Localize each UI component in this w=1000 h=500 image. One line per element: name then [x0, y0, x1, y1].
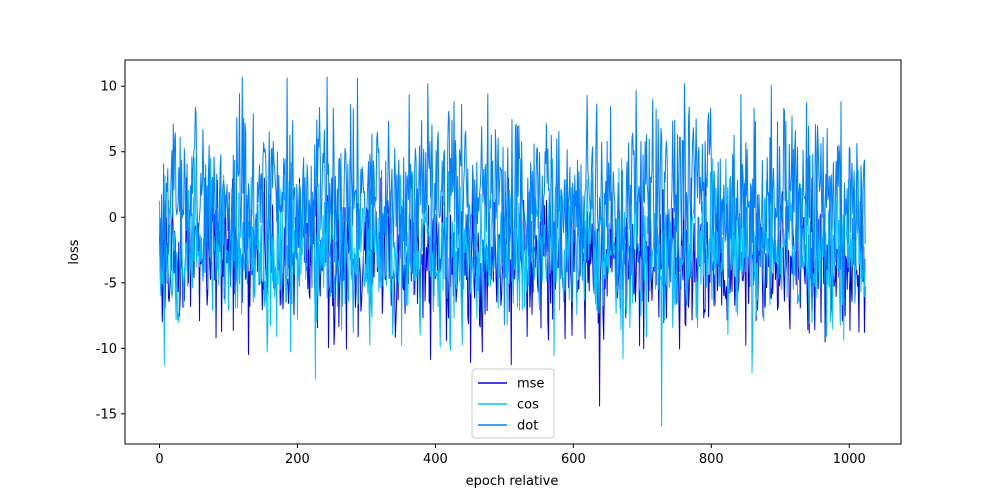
x-tick-label: 800: [699, 452, 724, 467]
series-layer: [158, 76, 866, 427]
plot-area: [124, 59, 902, 445]
y-tick-label: 10: [100, 80, 117, 95]
x-axis-label: epoch relative: [466, 474, 559, 489]
legend-label-cos: cos: [517, 398, 539, 413]
x-axis: 0 200 400 600 800 1000: [155, 444, 866, 467]
legend-label-mse: mse: [517, 377, 544, 392]
y-tick-label: -15: [96, 407, 117, 422]
plot-frame: [124, 59, 902, 445]
y-axis-label: loss: [67, 239, 82, 264]
x-tick-label: 400: [423, 452, 448, 467]
y-tick-label: 5: [109, 145, 117, 160]
series-line-dot: [158, 76, 866, 326]
x-tick-label: 1000: [833, 452, 866, 467]
y-axis: -15 -10 -5 0 5 10: [96, 80, 125, 422]
y-tick-label: 0: [109, 211, 117, 226]
legend-label-dot: dot: [517, 419, 538, 434]
legend: mse cos dot: [471, 368, 555, 439]
series-line-cos: [158, 157, 866, 427]
x-tick-label: 600: [561, 452, 586, 467]
legend-box: [471, 368, 555, 439]
y-tick-label: -5: [104, 276, 117, 291]
x-tick-label: 200: [285, 452, 310, 467]
x-tick-label: 0: [155, 452, 163, 467]
y-tick-label: -10: [96, 342, 117, 357]
